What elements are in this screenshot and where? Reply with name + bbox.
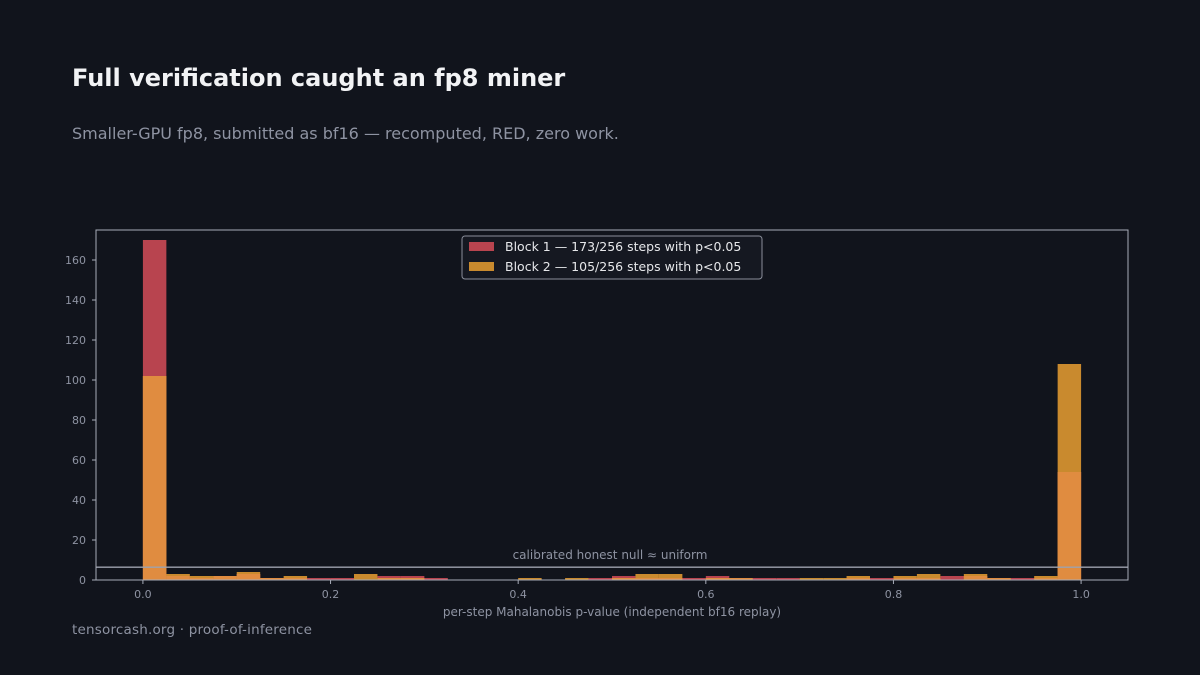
footer-credit: tensorcash.org · proof-of-inference [72, 622, 313, 638]
legend-label-block-1: Block 1 — 173/256 steps with p<0.05 [505, 239, 741, 254]
bar-block-2 [916, 574, 941, 580]
bar-block-2 [823, 578, 847, 580]
bar-overlap [1057, 472, 1082, 580]
bar-overlap [400, 578, 425, 580]
x-axis-label: per-step Mahalanobis p-value (independen… [443, 605, 781, 619]
y-tick-label: 80 [72, 414, 86, 427]
bar-overlap [283, 578, 308, 580]
bar-block-1 [1010, 578, 1035, 580]
y-tick-label: 40 [72, 494, 86, 507]
x-tick-label: 0.0 [134, 588, 152, 601]
y-tick-label: 20 [72, 534, 86, 547]
bar-block-1 [588, 578, 612, 580]
bar-overlap [1034, 578, 1058, 580]
bar-overlap [893, 578, 917, 580]
y-axis-ticks: 0 20 40 60 80 100 120 140 160 [65, 254, 96, 587]
x-axis-ticks: 0.0 0.2 0.4 0.6 0.8 1.0 [134, 580, 1090, 601]
bar-overlap [166, 576, 190, 580]
bar-block-1 [870, 578, 894, 580]
y-tick-label: 100 [65, 374, 86, 387]
bar-overlap [846, 578, 870, 580]
bar-block-2 [354, 574, 378, 580]
bar-block-1 [330, 578, 354, 580]
bar-overlap [635, 578, 659, 580]
y-tick-label: 140 [65, 294, 86, 307]
bar-block-1 [776, 578, 800, 580]
legend: Block 1 — 173/256 steps with p<0.05 Bloc… [461, 235, 763, 280]
y-tick-label: 60 [72, 454, 86, 467]
bar-block-2 [658, 574, 683, 580]
bar-overlap [142, 376, 167, 580]
bar-overlap [658, 578, 683, 580]
x-tick-label: 0.4 [509, 588, 527, 601]
chart-subtitle: Smaller-GPU fp8, submitted as bf16 — rec… [72, 124, 619, 143]
x-tick-label: 0.8 [885, 588, 903, 601]
bar-overlap [705, 578, 730, 580]
bar-block-1 [424, 578, 448, 580]
series-block-1-bars [142, 240, 1082, 580]
bar-overlap [916, 578, 941, 580]
legend-swatch-block-1 [469, 242, 494, 251]
legend-box [461, 235, 763, 280]
axes-frame [95, 229, 1129, 581]
x-tick-label: 0.6 [697, 588, 715, 601]
legend-swatch-block-2 [469, 262, 494, 271]
bar-block-1 [940, 576, 964, 580]
bar-overlap [612, 578, 636, 580]
null-line-label: calibrated honest null ≈ uniform [513, 548, 708, 562]
bar-overlap [213, 576, 237, 580]
bar-overlap [963, 576, 988, 580]
bar-overlap [260, 578, 284, 580]
bar-block-2 [518, 578, 542, 580]
bar-block-1 [307, 578, 331, 580]
bar-overlap [729, 578, 753, 580]
bar-block-1 [752, 578, 777, 580]
bar-overlap [377, 578, 401, 580]
legend-label-block-2: Block 2 — 105/256 steps with p<0.05 [505, 259, 741, 274]
bar-block-2 [565, 578, 589, 580]
x-tick-label: 1.0 [1072, 588, 1090, 601]
y-tick-label: 0 [79, 574, 86, 587]
bar-block-1 [682, 578, 706, 580]
bar-block-2 [799, 578, 824, 580]
y-tick-label: 120 [65, 334, 86, 347]
overlap-bars [142, 376, 1082, 580]
x-tick-label: 0.2 [322, 588, 340, 601]
bar-overlap [987, 578, 1011, 580]
bar-block-2 [635, 574, 659, 580]
bar-overlap [189, 578, 214, 580]
chart-title: Full verification caught an fp8 miner [72, 64, 566, 92]
y-tick-label: 160 [65, 254, 86, 267]
bar-overlap [236, 574, 261, 580]
